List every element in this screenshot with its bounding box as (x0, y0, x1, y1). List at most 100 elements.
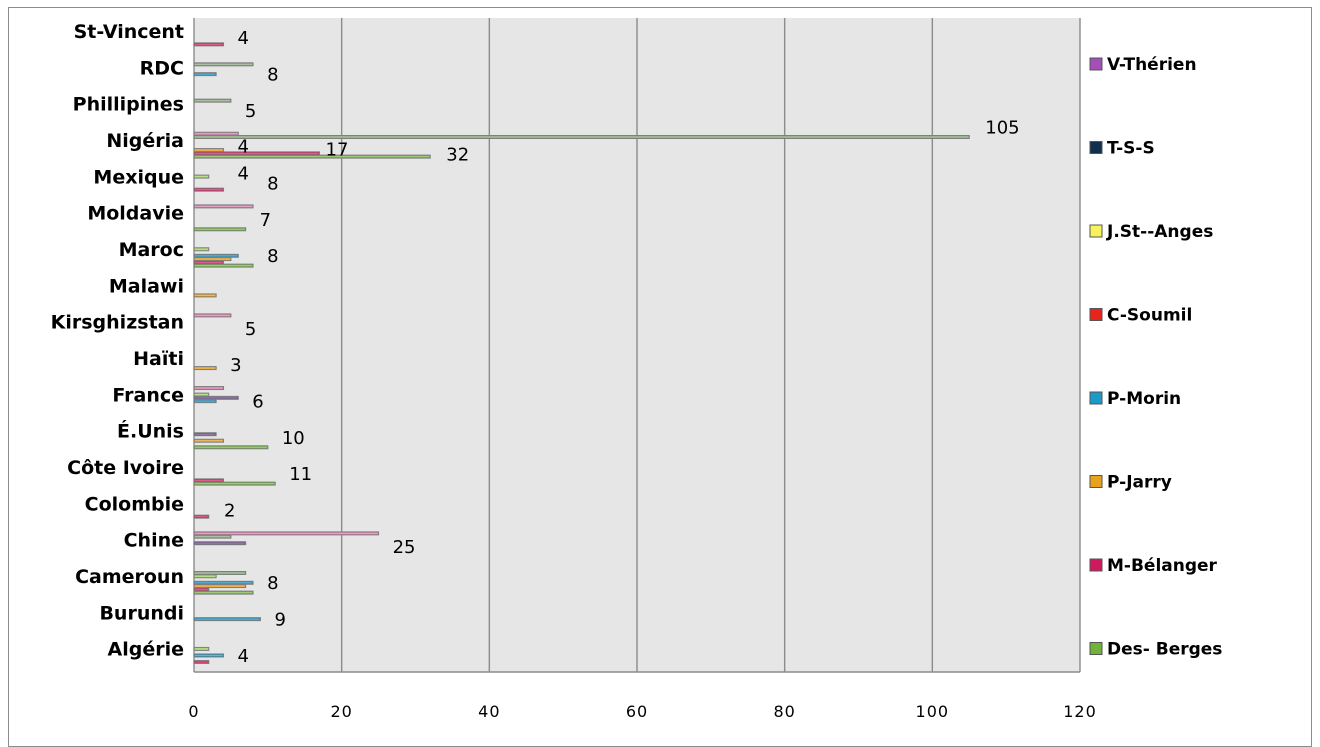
bar (193, 151, 321, 156)
bar (193, 395, 239, 400)
bar-highlight (195, 582, 253, 584)
bar (193, 514, 210, 519)
bar (193, 570, 247, 575)
category-label: É.Unis (117, 420, 184, 443)
bar (193, 366, 217, 371)
legend-label: C-Soumil (1107, 306, 1192, 326)
bar (193, 98, 232, 103)
category-label: Haïti (133, 348, 184, 370)
bar-highlight (195, 479, 223, 481)
bar-highlight (195, 592, 253, 594)
data-label: 25 (393, 537, 416, 558)
bar-highlight (195, 585, 245, 587)
data-label: 8 (267, 173, 278, 194)
bar-highlight (195, 433, 216, 435)
data-label: 3 (230, 355, 241, 376)
bar (193, 580, 254, 585)
bar (193, 72, 217, 77)
bar (193, 660, 210, 665)
x-tick-label: 100 (916, 702, 950, 721)
bar-highlight (195, 255, 238, 257)
bar (193, 392, 210, 397)
bar (193, 187, 225, 192)
category-label: St-Vincent (74, 21, 184, 43)
bar-highlight (195, 73, 216, 75)
bar-highlight (195, 542, 245, 544)
bar (193, 653, 225, 658)
data-label: 8 (267, 64, 278, 85)
legend-swatch (1089, 558, 1103, 572)
category-label: Nigéria (106, 130, 184, 152)
legend-swatch (1089, 475, 1103, 488)
bar (193, 253, 239, 258)
bar-highlight (195, 618, 260, 620)
bar-highlight (195, 294, 216, 296)
data-label: 4 (238, 136, 249, 157)
bar (193, 148, 225, 153)
legend-swatch (1089, 141, 1103, 154)
legend-label: P-Jarry (1107, 473, 1172, 493)
category-label: Chine (124, 530, 184, 552)
bar-highlight (195, 588, 208, 590)
bar (193, 247, 210, 252)
category-label: Malawi (109, 275, 184, 297)
category-label: Moldavie (87, 203, 184, 225)
data-label: 5 (245, 101, 256, 122)
bar-highlight (195, 152, 319, 154)
x-tick-label: 40 (478, 702, 500, 721)
data-label: 17 (326, 139, 349, 160)
bar-highlight (195, 483, 275, 485)
bar-highlight (195, 575, 216, 577)
data-label: 10 (282, 428, 305, 449)
data-label: 8 (267, 246, 278, 267)
bar-highlight (195, 648, 208, 650)
category-label: Cameroun (75, 566, 184, 588)
bar (193, 131, 239, 136)
bar-highlight (195, 258, 230, 260)
bar-highlight (195, 205, 253, 207)
bar (193, 432, 217, 437)
legend-swatch (1089, 642, 1103, 655)
bar-highlight (195, 532, 378, 534)
category-label: Burundi (99, 602, 184, 624)
data-label: 2 (224, 500, 235, 521)
data-label: 32 (446, 144, 469, 165)
bar-highlight (195, 100, 230, 102)
bar-highlight (195, 654, 223, 656)
bar-highlight (195, 394, 208, 396)
data-label: 9 (274, 609, 285, 630)
bar-highlight (195, 400, 216, 402)
bar (193, 174, 210, 179)
category-label: Kirsghizstan (51, 312, 184, 334)
bar (193, 227, 247, 232)
data-label: 7 (260, 210, 271, 231)
bar (193, 445, 269, 450)
bar-highlight (195, 176, 208, 178)
bar-highlight (195, 536, 230, 538)
bar-highlight (195, 367, 216, 369)
legend-label: V-Thérien (1107, 55, 1197, 75)
x-tick-label: 0 (188, 702, 199, 721)
bar (193, 481, 276, 486)
bar (193, 438, 225, 443)
data-label: 4 (238, 163, 249, 184)
bar-highlight (195, 661, 208, 663)
bar (193, 386, 225, 391)
bar-highlight (195, 314, 230, 316)
legend-swatch (1089, 224, 1103, 238)
bar (193, 42, 225, 47)
data-label: 8 (267, 573, 278, 594)
bar (193, 134, 970, 139)
bar (193, 478, 225, 483)
bar-highlight (195, 265, 253, 267)
x-tick-label: 60 (626, 702, 648, 721)
bar-highlight (195, 516, 208, 518)
legend-swatch (1089, 391, 1103, 405)
bar-highlight (195, 156, 430, 158)
bar-highlight (195, 397, 238, 399)
bar-highlight (195, 149, 223, 151)
bar-highlight (195, 572, 245, 574)
data-label: 11 (289, 464, 312, 485)
category-label: Mexique (93, 166, 184, 188)
